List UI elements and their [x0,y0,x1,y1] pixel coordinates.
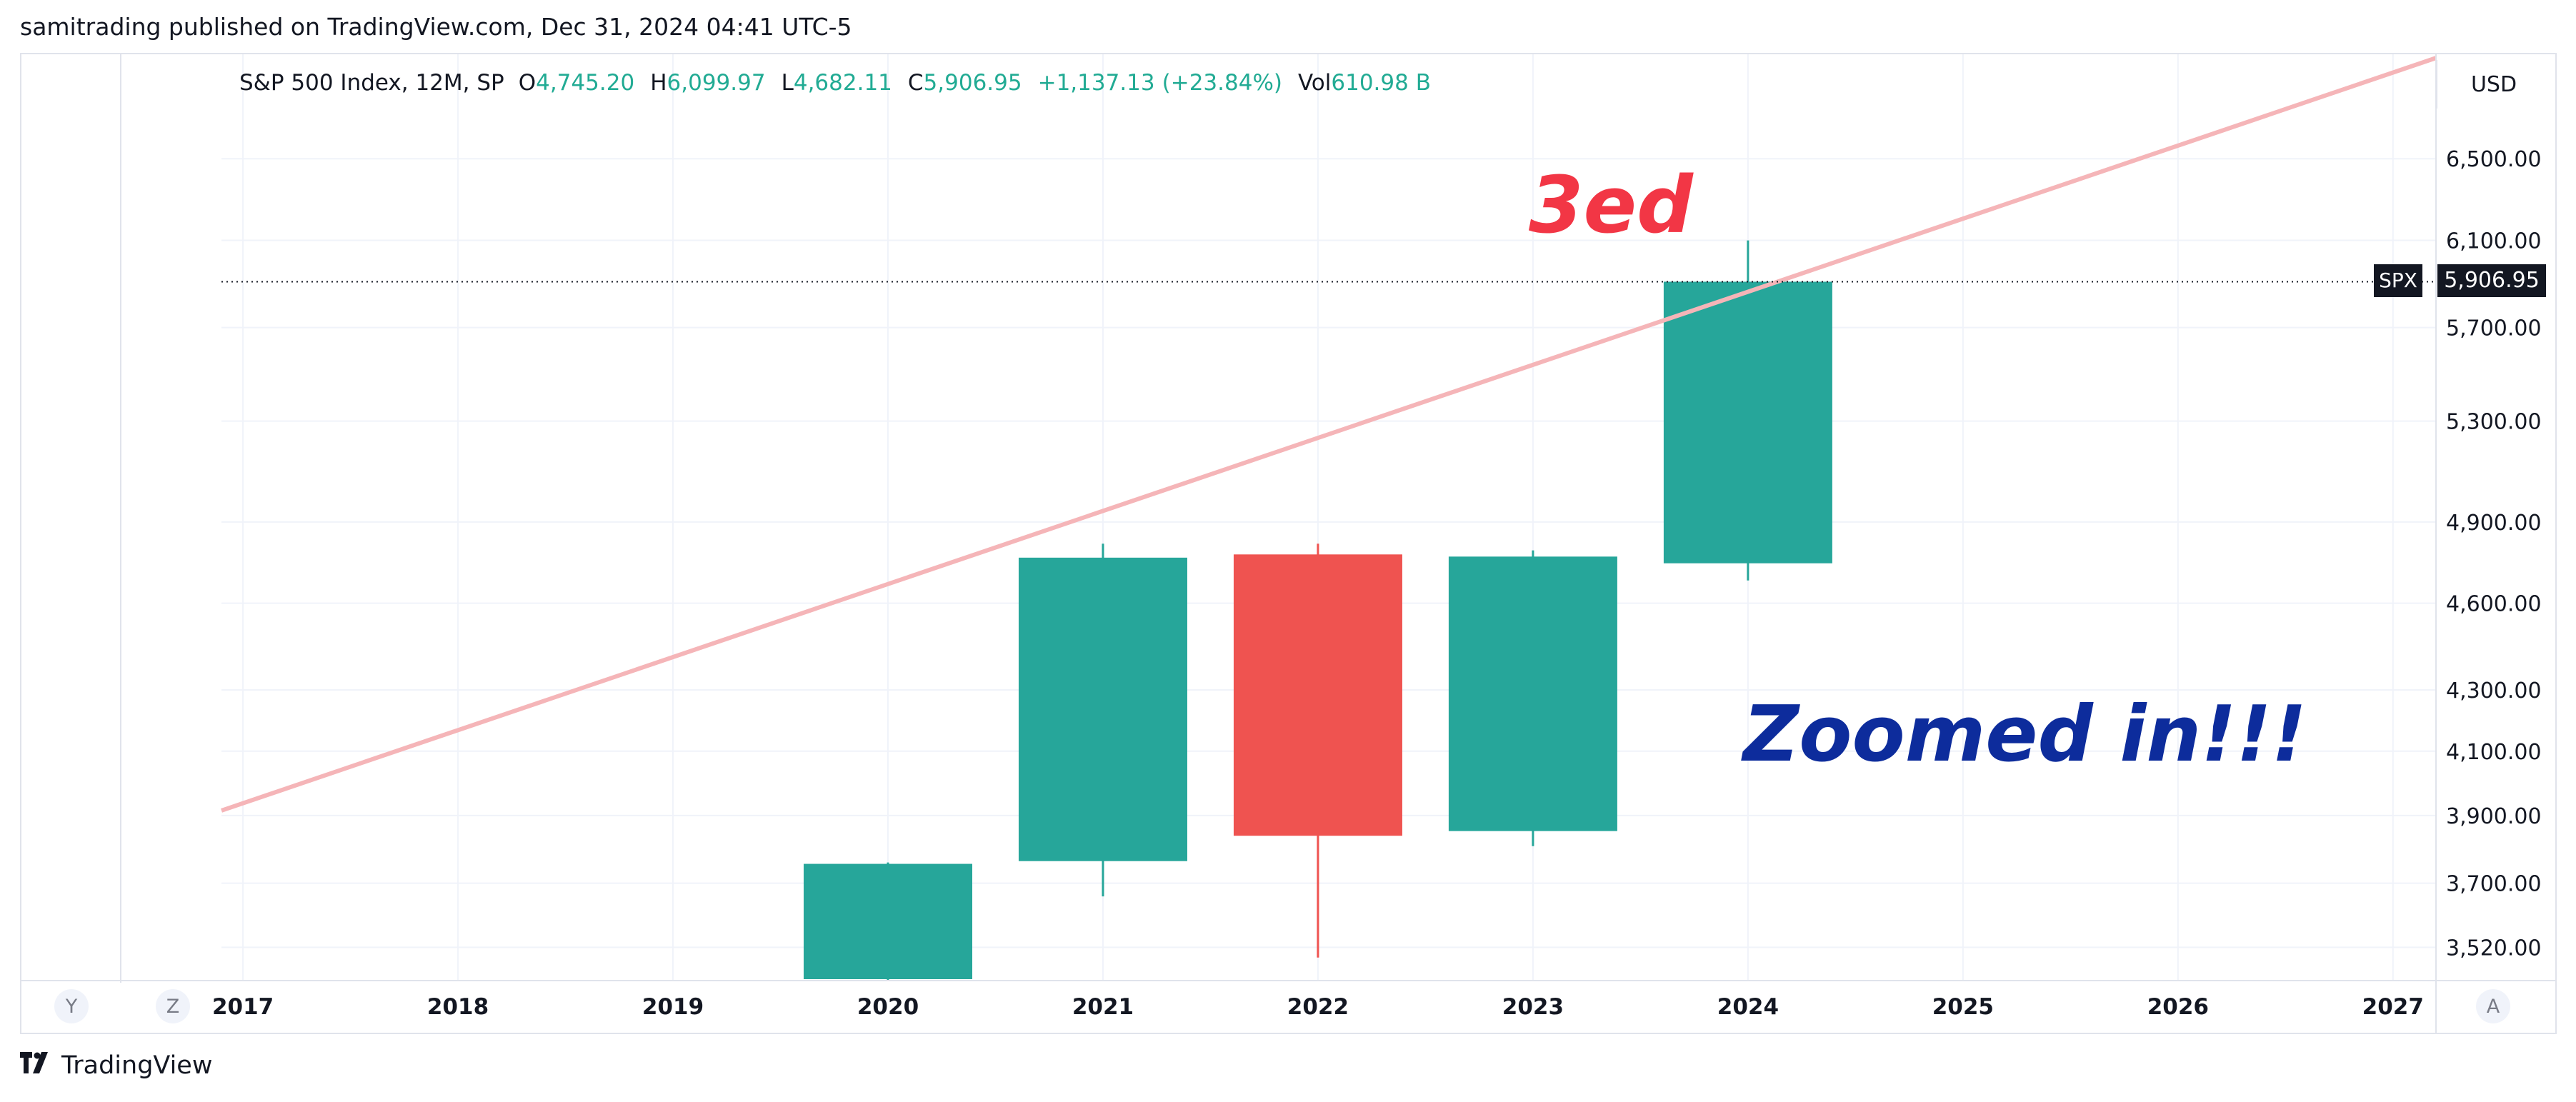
chart-frame [20,53,2557,1034]
price-tick-label: 3,520.00 [2446,936,2542,961]
legend-vol-label: Vol [1298,70,1332,96]
year-tick-label: 2020 [857,994,919,1020]
ohlc-legend: S&P 500 Index, 12M, SP O4,745.20 H6,099.97… [239,70,1431,96]
year-tick-label: 2017 [212,994,274,1020]
price-tag-value: 5,906.95 [2444,268,2540,293]
year-tick-label: 2018 [427,994,489,1020]
price-axis: 3,520.00 3,700.00 3,900.00 4,100.00 4,300.00… [2446,147,2542,961]
candle-body [1663,281,1832,563]
candle-2021[interactable] [1018,544,1187,897]
price-tick-label: 4,100.00 [2446,740,2542,765]
price-tick-label: 4,300.00 [2446,678,2542,703]
candle-body [1018,557,1187,861]
year-tick-label: 2022 [1287,994,1349,1020]
y-axis-button[interactable]: Y [54,989,89,1023]
candlesticks [804,240,1832,981]
legend-open: 4,745.20 [536,70,635,96]
year-tick-label: 2024 [1717,994,1779,1020]
candle-2022[interactable] [1233,544,1402,958]
candle-2023[interactable] [1448,550,1617,846]
published-by-line: samitrading published on TradingView.com… [20,13,852,41]
legend-high-label: H [650,70,667,96]
last-price-tag: SPX 5,906.95 [2374,264,2546,297]
candle-body [1448,556,1617,831]
legend-close: 5,906.95 [923,70,1022,96]
annotation-3ed: 3ed [1529,159,1694,251]
year-tick-label: 2027 [2362,994,2424,1020]
legend-vol: 610.98 B [1331,70,1431,96]
price-tick-label: 4,900.00 [2446,511,2542,536]
candle-2020[interactable] [804,862,973,981]
legend-change: +1,137.13 [1037,70,1155,96]
annotation-zoomed-in: Zoomed in!!! [1741,690,2307,779]
year-tick-label: 2025 [1932,994,1994,1020]
year-tick-label: 2026 [2147,994,2209,1020]
year-tick-label: 2021 [1072,994,1134,1020]
time-axis: 2017 2018 2019 2020 2021 2022 2023 2024 2025 2026… [212,994,2424,1020]
left-sidebar-divider [120,54,121,983]
price-tick-label: 3,900.00 [2446,804,2542,829]
legend-close-label: C [907,70,924,96]
currency-button[interactable]: USD [2436,60,2550,109]
price-tick-label: 6,500.00 [2446,147,2542,172]
price-tick-label: 5,700.00 [2446,316,2542,341]
trendline [221,56,2437,813]
year-tick-label: 2019 [642,994,704,1020]
chart-grid [221,54,2436,981]
price-tick-label: 4,600.00 [2446,592,2542,617]
candle-body [1233,554,1402,836]
z-axis-button[interactable]: Z [156,989,190,1023]
price-tick-label: 3,700.00 [2446,872,2542,897]
legend-low: 4,682.11 [793,70,892,96]
year-tick-label: 2023 [1502,994,1564,1020]
candle-2024[interactable] [1663,240,1832,581]
price-tick-label: 5,300.00 [2446,410,2542,435]
brand-name: TradingView [61,1051,213,1080]
legend-open-label: O [518,70,536,96]
legend-high: 6,099.97 [667,70,766,96]
tradingview-brand[interactable]: TradingView [20,1051,212,1080]
tradingview-logo-icon [20,1051,51,1080]
legend-change-pct: (+23.84%) [1162,70,1282,96]
price-tag-ticker: SPX [2379,269,2417,292]
price-tick-label: 6,100.00 [2446,229,2542,254]
candle-body [804,863,973,979]
legend-low-label: L [781,70,794,96]
legend-symbol[interactable]: S&P 500 Index, 12M, SP [239,70,504,96]
auto-scale-button[interactable]: A [2476,989,2510,1023]
